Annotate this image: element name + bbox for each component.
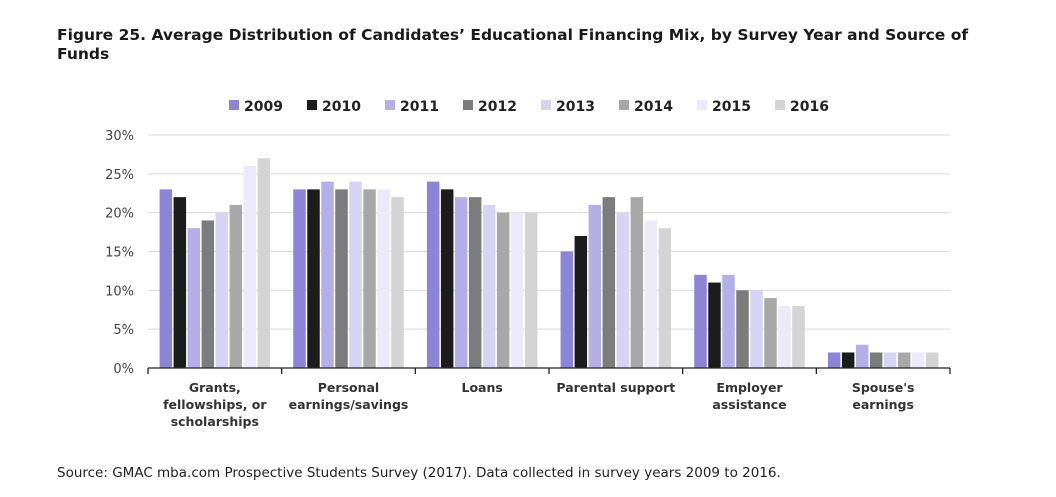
bar-2013 bbox=[883, 352, 897, 368]
bar-2015 bbox=[377, 189, 390, 368]
category-label: earnings bbox=[852, 397, 914, 412]
legend: 2009 2010 2011 2012 2013 2014 2015 2016 bbox=[229, 99, 829, 115]
bar-2015 bbox=[243, 166, 257, 368]
legend-label-2016: 2016 bbox=[790, 99, 829, 115]
x-axis: Grants, fellowships, or scholarships Person… bbox=[147, 367, 951, 429]
bar-2014 bbox=[764, 298, 777, 368]
bar-2011 bbox=[722, 274, 735, 368]
legend-swatch-2013 bbox=[541, 100, 551, 110]
bar-2013 bbox=[349, 181, 362, 368]
category-label: fellowships, or bbox=[163, 397, 267, 412]
legend-label-2009: 2009 bbox=[244, 99, 283, 115]
legend-swatch-2014 bbox=[619, 100, 629, 110]
y-tick-label: 30% bbox=[105, 129, 134, 144]
bar-2009 bbox=[694, 274, 707, 368]
legend-swatch-2009 bbox=[229, 100, 239, 110]
bar-2011 bbox=[855, 344, 869, 368]
y-tick-label: 10% bbox=[105, 284, 134, 299]
y-axis-ticks: 0% 5% 10% 15% 20% 25% 30% bbox=[105, 129, 134, 377]
bar-2014 bbox=[897, 352, 911, 368]
legend-label-2012: 2012 bbox=[478, 99, 517, 115]
bar-2009 bbox=[827, 352, 841, 368]
bar-2015 bbox=[911, 352, 925, 368]
bar-2015 bbox=[510, 212, 524, 368]
legend-swatch-2012 bbox=[463, 100, 473, 110]
legend-label-2015: 2015 bbox=[712, 99, 751, 115]
bar-2012 bbox=[468, 197, 482, 368]
bar-2011 bbox=[454, 197, 468, 368]
y-tick-label: 0% bbox=[113, 362, 134, 377]
gridlines bbox=[148, 134, 950, 330]
bar-2016 bbox=[925, 352, 939, 368]
bar-2012 bbox=[335, 189, 348, 368]
legend-label-2013: 2013 bbox=[556, 99, 595, 115]
bar-2010 bbox=[574, 235, 588, 368]
category-label: Personal bbox=[318, 380, 379, 395]
legend-label-2011: 2011 bbox=[400, 99, 439, 115]
category-label: assistance bbox=[712, 397, 786, 412]
bar-2010 bbox=[173, 197, 187, 368]
bar-2012 bbox=[869, 352, 883, 368]
legend-label-2014: 2014 bbox=[634, 99, 673, 115]
bar-2016 bbox=[658, 228, 672, 368]
bar-2009 bbox=[560, 251, 574, 368]
category-label: scholarships bbox=[171, 414, 259, 429]
bar-2012 bbox=[201, 220, 215, 368]
category-label: Employer bbox=[716, 380, 783, 395]
chart-title: Figure 25. Average Distribution of Candi… bbox=[57, 26, 969, 63]
source-note: Source: GMAC mba.com Prospective Student… bbox=[57, 465, 781, 481]
legend-swatch-2016 bbox=[775, 100, 785, 110]
bar-2011 bbox=[588, 204, 602, 368]
bar-2016 bbox=[792, 305, 805, 368]
bar-2012 bbox=[602, 197, 616, 368]
bar-2013 bbox=[616, 212, 630, 368]
bar-2011 bbox=[187, 228, 201, 368]
y-tick-label: 25% bbox=[105, 168, 134, 183]
bars bbox=[159, 158, 939, 368]
category-label: Grants, bbox=[189, 380, 241, 395]
bar-2010 bbox=[841, 352, 855, 368]
bar-2010 bbox=[440, 189, 454, 368]
bar-2013 bbox=[482, 204, 496, 368]
legend-swatch-2015 bbox=[697, 100, 707, 110]
bar-2013 bbox=[215, 212, 229, 368]
bar-2015 bbox=[644, 220, 658, 368]
category-label: earnings/savings bbox=[289, 397, 409, 412]
category-label: Spouse's bbox=[852, 380, 915, 395]
legend-label-2010: 2010 bbox=[322, 99, 361, 115]
bar-2015 bbox=[778, 305, 791, 368]
bar-2009 bbox=[159, 189, 173, 368]
bar-2016 bbox=[257, 158, 271, 368]
bar-2016 bbox=[524, 212, 538, 368]
y-tick-label: 15% bbox=[105, 246, 134, 261]
bar-2010 bbox=[307, 189, 320, 368]
bar-2013 bbox=[750, 290, 763, 368]
bar-2014 bbox=[496, 212, 510, 368]
bar-2009 bbox=[426, 181, 440, 368]
bar-2010 bbox=[708, 282, 721, 368]
legend-swatch-2011 bbox=[385, 100, 395, 110]
bar-2014 bbox=[363, 189, 376, 368]
bar-2014 bbox=[630, 197, 644, 368]
bar-2012 bbox=[736, 290, 749, 368]
category-label: Parental support bbox=[556, 380, 675, 395]
legend-swatch-2010 bbox=[307, 100, 317, 110]
bar-2009 bbox=[293, 189, 306, 368]
bar-2011 bbox=[321, 181, 334, 368]
bar-2016 bbox=[391, 197, 404, 368]
y-tick-label: 5% bbox=[113, 323, 134, 338]
category-label: Loans bbox=[462, 380, 503, 395]
bar-2014 bbox=[229, 204, 243, 368]
y-tick-label: 20% bbox=[105, 207, 134, 222]
